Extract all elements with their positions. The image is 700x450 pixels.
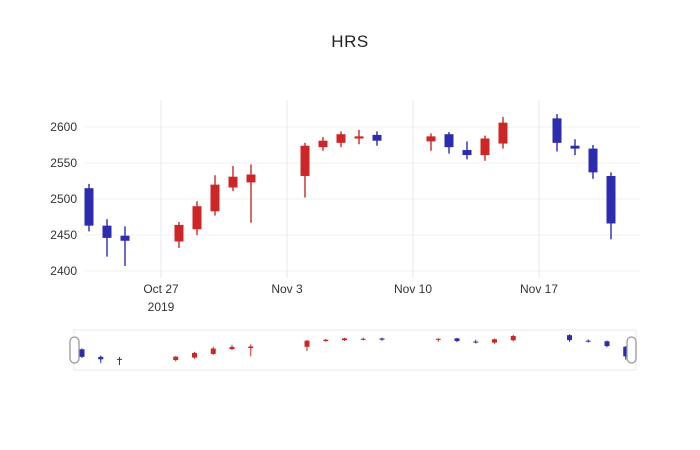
candle (318, 137, 328, 151)
candle (300, 142, 310, 198)
candle (606, 172, 616, 240)
y-tick-label: 2600 (50, 120, 77, 134)
rangeslider-candle (492, 338, 497, 344)
rangeslider-handle-left[interactable] (69, 336, 80, 364)
candle (192, 201, 202, 235)
chart-title: HRS (331, 32, 369, 51)
candle (210, 175, 220, 216)
candle (228, 165, 238, 192)
rangeslider-candle (623, 346, 629, 360)
candle (426, 133, 436, 151)
x-tick-label: Oct 27 (143, 282, 179, 296)
rangeslider-candle (210, 346, 216, 355)
candle (120, 226, 130, 266)
candle (246, 164, 256, 223)
candle (84, 183, 94, 232)
y-tick-label: 2500 (50, 192, 77, 206)
candle (570, 139, 580, 156)
y-tick-label: 2550 (50, 156, 77, 170)
rangeslider-candle (585, 339, 591, 343)
rangeslider-candle (342, 337, 347, 341)
x-tick-label: Nov 10 (394, 282, 432, 296)
rangeslider-candle (229, 344, 235, 350)
candle (588, 145, 598, 179)
rangeslider-candle (173, 356, 179, 362)
y-tick-label: 2450 (50, 228, 77, 242)
rangeslider-candle (435, 338, 441, 342)
candle (336, 131, 346, 148)
rangeslider-candle (304, 340, 310, 352)
candle (498, 116, 508, 149)
rangeslider-candle (473, 339, 479, 344)
x-tick-sublabel: 2019 (148, 300, 175, 314)
candle (480, 135, 490, 161)
rangeslider-candle (567, 334, 572, 342)
rangeslider-candle (117, 356, 122, 365)
rangeslider-candle (360, 337, 366, 341)
candle (552, 114, 562, 152)
rangeslider-candle (323, 338, 329, 342)
rangeslider-handle-right[interactable] (626, 336, 637, 364)
rangeslider-track[interactable] (73, 329, 637, 371)
candle (372, 131, 382, 146)
candle (354, 129, 364, 145)
rangeslider-candle (454, 337, 460, 343)
rangeslider-candle (510, 334, 516, 342)
x-tick-label: Nov 17 (520, 282, 558, 296)
rangeslider-candle (192, 351, 197, 359)
candle (174, 222, 184, 248)
rangeslider-candle (98, 355, 104, 364)
y-tick-label: 2400 (50, 264, 77, 278)
rangeslider-candle (248, 344, 254, 357)
rangeslider-candle (79, 348, 85, 358)
candle (102, 219, 112, 257)
rangeslider-candle (604, 340, 610, 348)
rangeslider-candle (379, 337, 385, 341)
candle (444, 132, 454, 154)
candle (462, 141, 472, 160)
x-tick-label: Nov 3 (271, 282, 303, 296)
